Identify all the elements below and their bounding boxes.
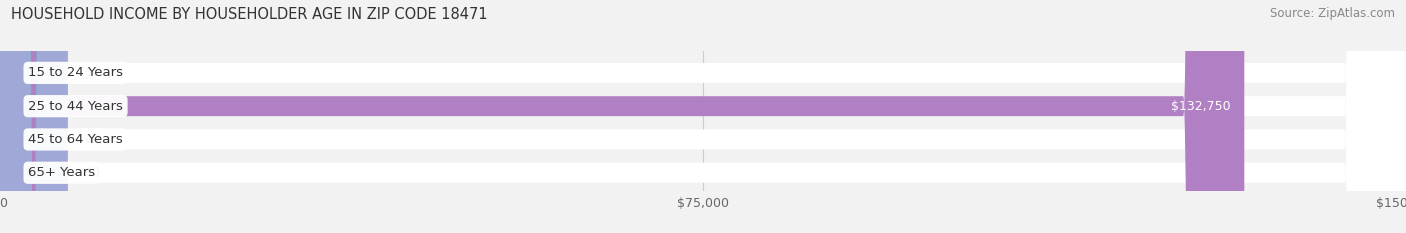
Text: $132,750: $132,750 xyxy=(1171,100,1230,113)
Text: Source: ZipAtlas.com: Source: ZipAtlas.com xyxy=(1270,7,1395,20)
FancyBboxPatch shape xyxy=(0,0,1244,233)
Text: 25 to 44 Years: 25 to 44 Years xyxy=(28,100,122,113)
FancyBboxPatch shape xyxy=(0,0,67,233)
Text: 45 to 64 Years: 45 to 64 Years xyxy=(28,133,122,146)
Text: HOUSEHOLD INCOME BY HOUSEHOLDER AGE IN ZIP CODE 18471: HOUSEHOLD INCOME BY HOUSEHOLDER AGE IN Z… xyxy=(11,7,488,22)
Text: 65+ Years: 65+ Years xyxy=(28,166,96,179)
FancyBboxPatch shape xyxy=(0,0,67,233)
Text: $0: $0 xyxy=(84,133,100,146)
Text: $0: $0 xyxy=(84,166,100,179)
Text: $0: $0 xyxy=(84,66,100,79)
FancyBboxPatch shape xyxy=(0,0,67,233)
Text: 15 to 24 Years: 15 to 24 Years xyxy=(28,66,124,79)
